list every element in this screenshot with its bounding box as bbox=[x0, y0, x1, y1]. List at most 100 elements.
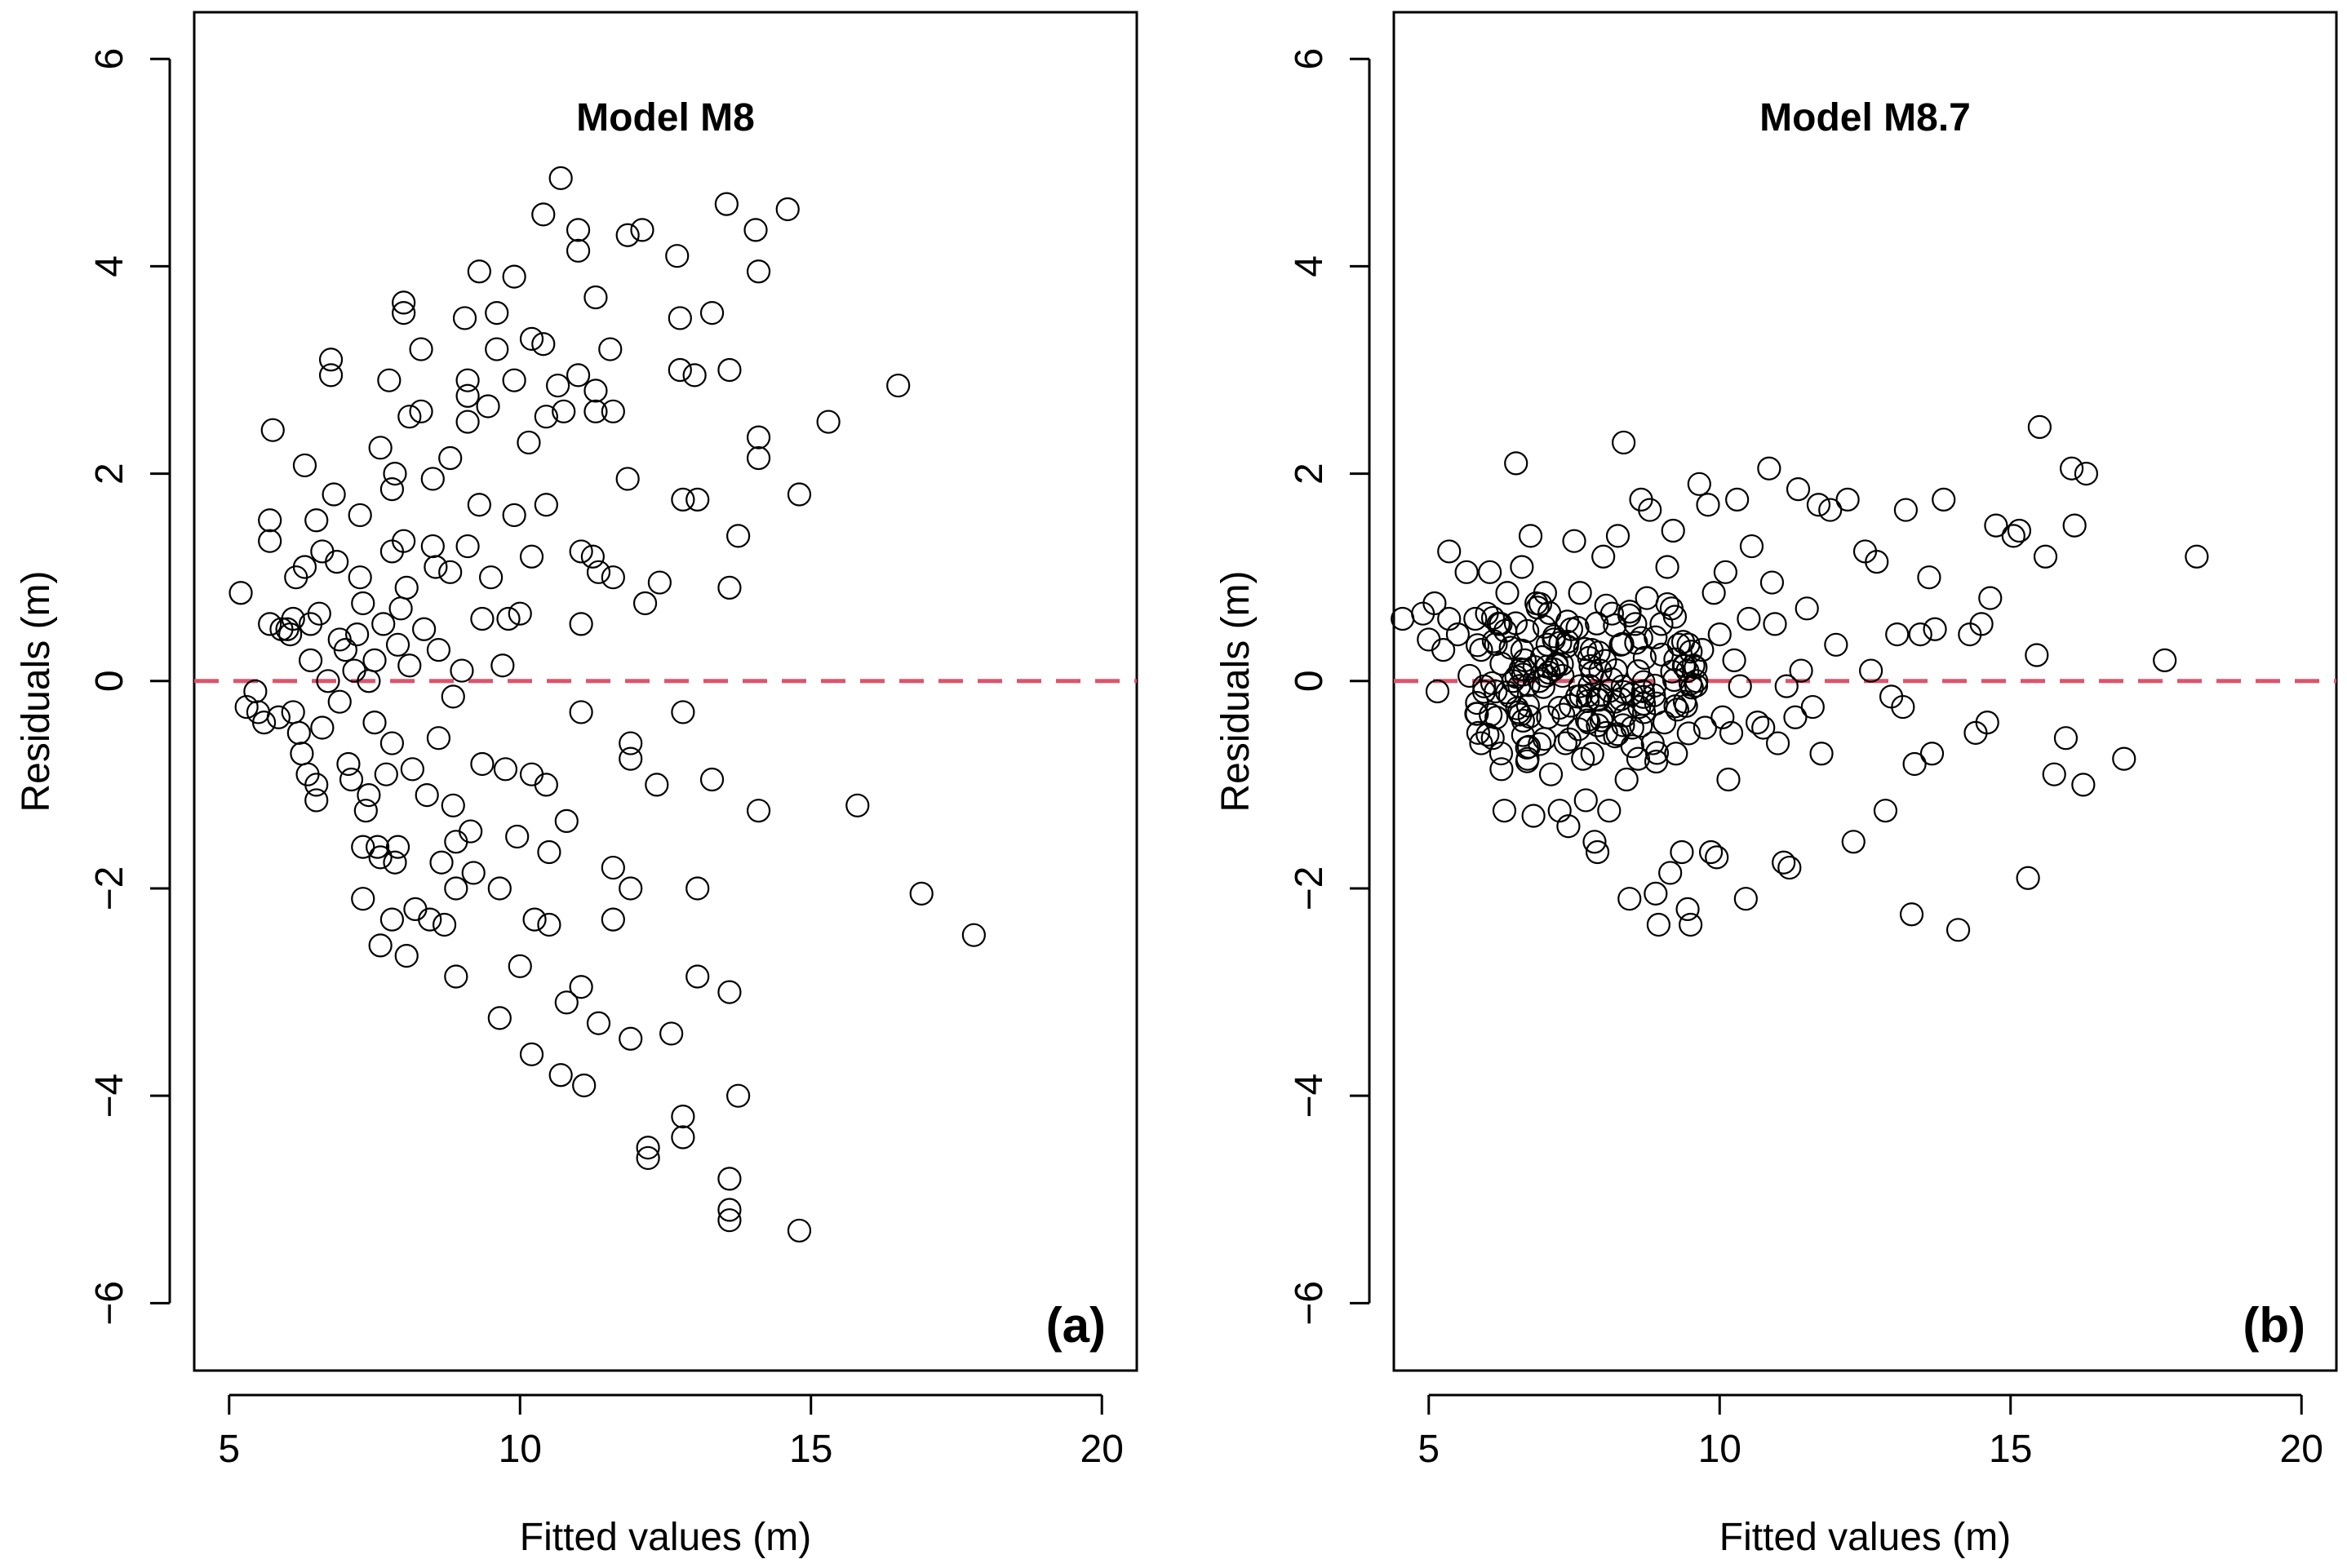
data-point bbox=[1505, 696, 1529, 720]
data-point bbox=[470, 751, 495, 777]
data-point bbox=[886, 373, 911, 398]
y-tick-label: −6 bbox=[1288, 1281, 1331, 1326]
data-point bbox=[1670, 839, 1694, 865]
data-point bbox=[1746, 711, 1770, 735]
data-point bbox=[1632, 645, 1657, 670]
data-point bbox=[2153, 648, 2177, 672]
data-point bbox=[645, 773, 669, 797]
data-point bbox=[1707, 622, 1732, 647]
data-point bbox=[746, 425, 771, 450]
data-point bbox=[816, 410, 841, 434]
data-point bbox=[1923, 617, 1947, 641]
data-point bbox=[1603, 613, 1627, 638]
x-tick-label: 20 bbox=[2280, 1428, 2323, 1471]
data-point bbox=[2001, 524, 2025, 548]
data-point bbox=[1568, 581, 1592, 605]
data-point bbox=[717, 1167, 742, 1191]
data-point bbox=[467, 259, 491, 284]
data-point bbox=[1551, 702, 1576, 727]
data-point bbox=[1772, 850, 1796, 875]
data-point bbox=[1454, 560, 1479, 584]
data-point bbox=[685, 876, 710, 901]
data-point bbox=[685, 964, 710, 989]
data-point bbox=[619, 876, 643, 901]
data-point bbox=[746, 799, 771, 823]
y-tick-label: 4 bbox=[1288, 255, 1331, 277]
data-point bbox=[619, 746, 643, 771]
data-point bbox=[1693, 715, 1718, 740]
data-point bbox=[1492, 799, 1517, 823]
data-point bbox=[1786, 477, 1811, 502]
y-tick-label: −6 bbox=[88, 1281, 131, 1326]
data-point bbox=[377, 368, 402, 392]
data-point bbox=[537, 912, 561, 937]
data-point bbox=[1684, 655, 1708, 680]
data-point bbox=[1556, 814, 1581, 839]
data-point bbox=[1661, 518, 1685, 543]
data-point bbox=[548, 1063, 573, 1087]
data-point bbox=[258, 529, 282, 553]
data-point bbox=[397, 653, 422, 678]
data-point bbox=[258, 612, 282, 636]
data-point bbox=[362, 711, 387, 735]
data-point bbox=[1518, 524, 1543, 548]
data-point bbox=[1612, 430, 1636, 455]
data-point bbox=[1471, 680, 1497, 704]
data-point bbox=[1538, 762, 1564, 786]
x-axis-label: Fitted values (m) bbox=[520, 1516, 811, 1559]
data-point bbox=[961, 923, 986, 947]
chart-title: Model M8.7 bbox=[1759, 96, 1971, 140]
data-point bbox=[476, 394, 500, 419]
y-tick-label: 0 bbox=[1288, 670, 1331, 692]
data-point bbox=[485, 300, 509, 326]
data-point bbox=[438, 445, 463, 471]
data-point bbox=[1480, 605, 1506, 631]
data-point bbox=[368, 933, 393, 958]
data-point bbox=[787, 482, 812, 507]
data-point bbox=[487, 876, 512, 901]
data-point bbox=[426, 638, 451, 662]
data-point bbox=[266, 705, 291, 729]
data-point bbox=[1687, 472, 1711, 496]
data-point bbox=[572, 1073, 597, 1098]
data-point bbox=[1725, 487, 1750, 512]
data-point bbox=[1573, 788, 1598, 813]
data-point bbox=[1765, 731, 1790, 755]
data-point bbox=[1824, 632, 1848, 657]
data-point bbox=[351, 887, 375, 911]
data-point bbox=[1469, 731, 1493, 755]
data-point bbox=[1975, 711, 1999, 735]
data-point bbox=[717, 575, 742, 600]
data-point bbox=[1472, 674, 1497, 698]
data-point bbox=[1612, 680, 1636, 704]
data-point bbox=[659, 1021, 684, 1046]
data-point bbox=[333, 638, 357, 662]
data-point bbox=[368, 845, 393, 870]
data-point bbox=[1806, 493, 1831, 517]
data-point bbox=[292, 453, 317, 478]
data-point bbox=[1614, 767, 1639, 792]
data-point bbox=[569, 975, 593, 999]
data-point bbox=[1626, 659, 1651, 684]
data-point bbox=[2033, 544, 2058, 569]
data-point bbox=[455, 383, 480, 408]
data-point bbox=[1644, 881, 1668, 906]
data-point bbox=[601, 907, 625, 932]
data-point bbox=[1649, 642, 1675, 667]
data-point bbox=[1751, 715, 1776, 740]
data-point bbox=[1679, 912, 1703, 937]
data-point bbox=[630, 218, 654, 242]
data-point bbox=[1638, 498, 1662, 522]
y-tick-label: −2 bbox=[1288, 866, 1331, 911]
data-point bbox=[304, 788, 329, 813]
x-tick-label: 5 bbox=[1418, 1428, 1440, 1471]
data-point bbox=[479, 565, 504, 590]
data-point bbox=[569, 539, 593, 564]
data-point bbox=[1555, 609, 1580, 634]
data-point bbox=[461, 861, 486, 885]
data-point bbox=[1859, 658, 1883, 683]
data-point bbox=[459, 819, 483, 844]
data-point bbox=[228, 581, 253, 605]
data-point bbox=[566, 238, 591, 263]
data-point bbox=[351, 591, 375, 616]
